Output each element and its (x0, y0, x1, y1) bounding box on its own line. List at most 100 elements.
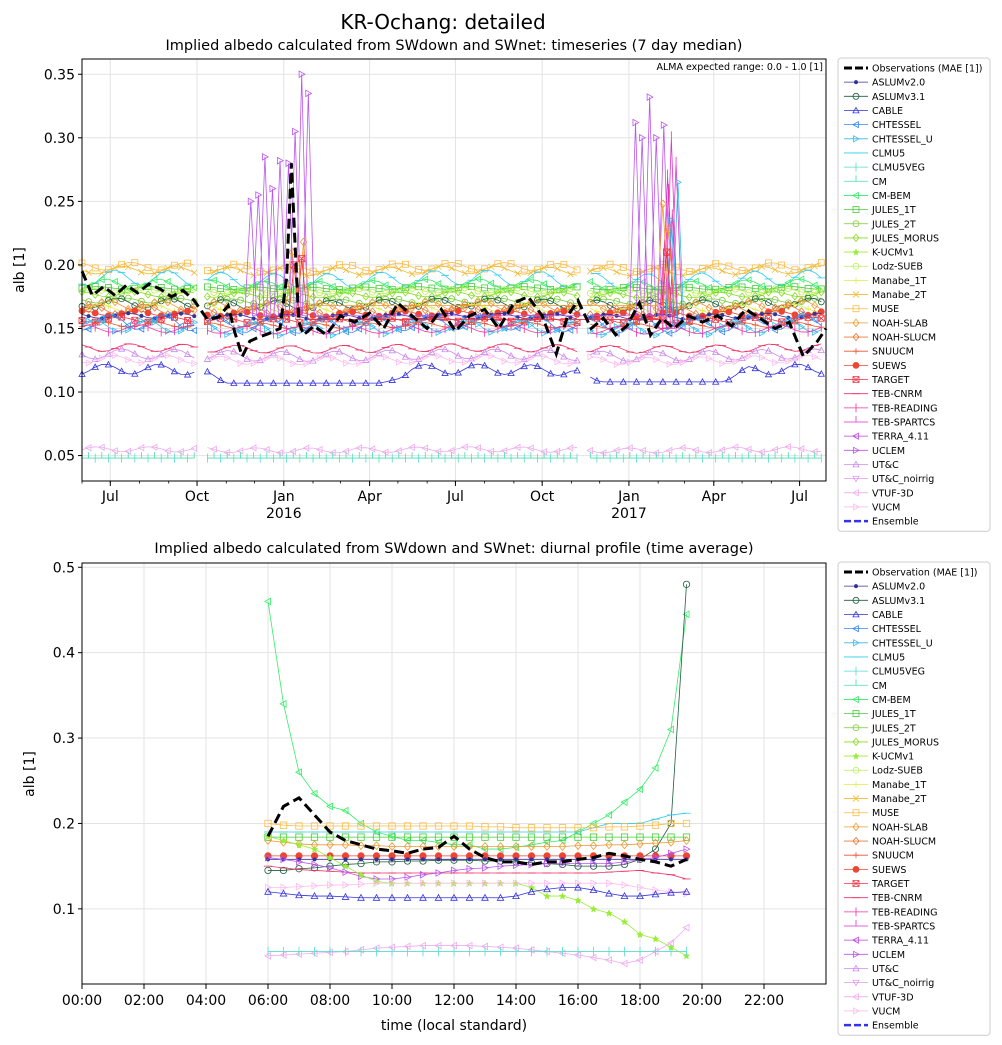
data-point (210, 289, 218, 296)
data-point (409, 316, 416, 325)
data-point (732, 271, 739, 278)
data-point (613, 304, 621, 314)
data-point (466, 879, 474, 888)
data-point (626, 272, 634, 279)
legend-label: ASLUMv2.0 (872, 78, 925, 89)
data-point (204, 267, 211, 274)
legend-marker (852, 752, 860, 760)
series-line (268, 812, 687, 833)
data-point (586, 290, 594, 297)
data-point (804, 284, 812, 292)
legend-box (837, 561, 991, 1036)
series-line (590, 265, 822, 277)
data-point (791, 301, 798, 308)
legend-entry-jules-2t: JULES_2T (844, 219, 916, 230)
legend-marker (853, 852, 859, 859)
x-tick-label: Apr (357, 489, 381, 505)
data-point (666, 939, 674, 947)
legend-entry-ut-c-noirrig: UT&C_noirrig (844, 978, 934, 989)
data-point (606, 879, 614, 888)
data-point (441, 288, 449, 298)
data-point (310, 822, 319, 830)
data-point (357, 316, 362, 321)
data-point (190, 269, 198, 276)
data-point (383, 313, 388, 318)
data-point (421, 305, 429, 315)
legend-entry-noah-slucm: NOAH-SLUCM (844, 333, 936, 344)
data-point (158, 303, 165, 310)
data-point (685, 283, 693, 291)
series-line (81, 446, 195, 453)
data-point (296, 882, 304, 891)
data-point (373, 879, 381, 888)
spike-point (305, 89, 313, 98)
data-point (396, 324, 403, 332)
series-muse (78, 259, 825, 276)
data-point (388, 285, 396, 293)
data-point (496, 842, 505, 851)
legend-label: VTUF-3D (872, 992, 914, 1003)
data-point (349, 261, 357, 269)
data-point (403, 833, 412, 841)
diurnal-xlabel: time (local standard) (381, 1018, 527, 1034)
data-point (543, 892, 551, 900)
data-point (667, 833, 675, 841)
data-point (465, 822, 474, 830)
x-tick-label: 20:00 (682, 993, 722, 1009)
x-tick-label: 04:00 (186, 993, 226, 1009)
data-point (573, 283, 581, 291)
legend-marker (853, 1007, 860, 1015)
legend-marker (852, 596, 860, 604)
data-point (817, 314, 825, 322)
data-point (151, 286, 159, 294)
data-point (791, 283, 799, 291)
data-point (527, 833, 536, 841)
legend-marker (852, 305, 860, 313)
data-point (97, 443, 105, 451)
data-point (419, 833, 427, 841)
legend-entry-manabe-1t: Manabe_1T (844, 780, 927, 791)
data-point (811, 301, 819, 310)
data-point (403, 822, 412, 830)
data-point (388, 822, 396, 830)
data-point (528, 879, 536, 888)
data-point (434, 822, 443, 830)
data-point (316, 289, 324, 297)
data-point (718, 446, 726, 454)
data-point (421, 312, 429, 321)
data-point (372, 841, 381, 851)
data-point (488, 352, 496, 360)
data-point (494, 345, 502, 353)
data-point (451, 866, 459, 875)
data-point (494, 288, 502, 298)
data-point (626, 444, 633, 452)
data-point (388, 376, 396, 383)
data-point (481, 893, 489, 901)
data-point (574, 896, 582, 905)
legend-entry-lodz-sueb: Lodz-SUEB (844, 262, 923, 273)
legend-marker (852, 92, 860, 100)
data-point (341, 806, 349, 815)
data-point (651, 821, 660, 829)
data-point (230, 379, 238, 386)
data-point (817, 346, 825, 353)
data-point (310, 789, 318, 798)
legend-entry-cm-bem: CM-BEM (844, 191, 911, 202)
data-point (448, 357, 456, 365)
legend-marker (852, 993, 859, 1001)
data-point (507, 369, 515, 376)
legend-marker (853, 277, 859, 284)
data-point (619, 263, 627, 271)
data-point (797, 275, 805, 283)
data-point (279, 821, 288, 829)
data-point (652, 853, 660, 862)
data-point (573, 266, 581, 274)
data-point (546, 346, 555, 353)
data-point (817, 259, 825, 267)
data-point (302, 444, 310, 452)
data-point (732, 317, 740, 325)
data-point (558, 842, 567, 851)
data-point (589, 819, 597, 828)
data-point (203, 292, 211, 301)
data-point (270, 285, 277, 293)
